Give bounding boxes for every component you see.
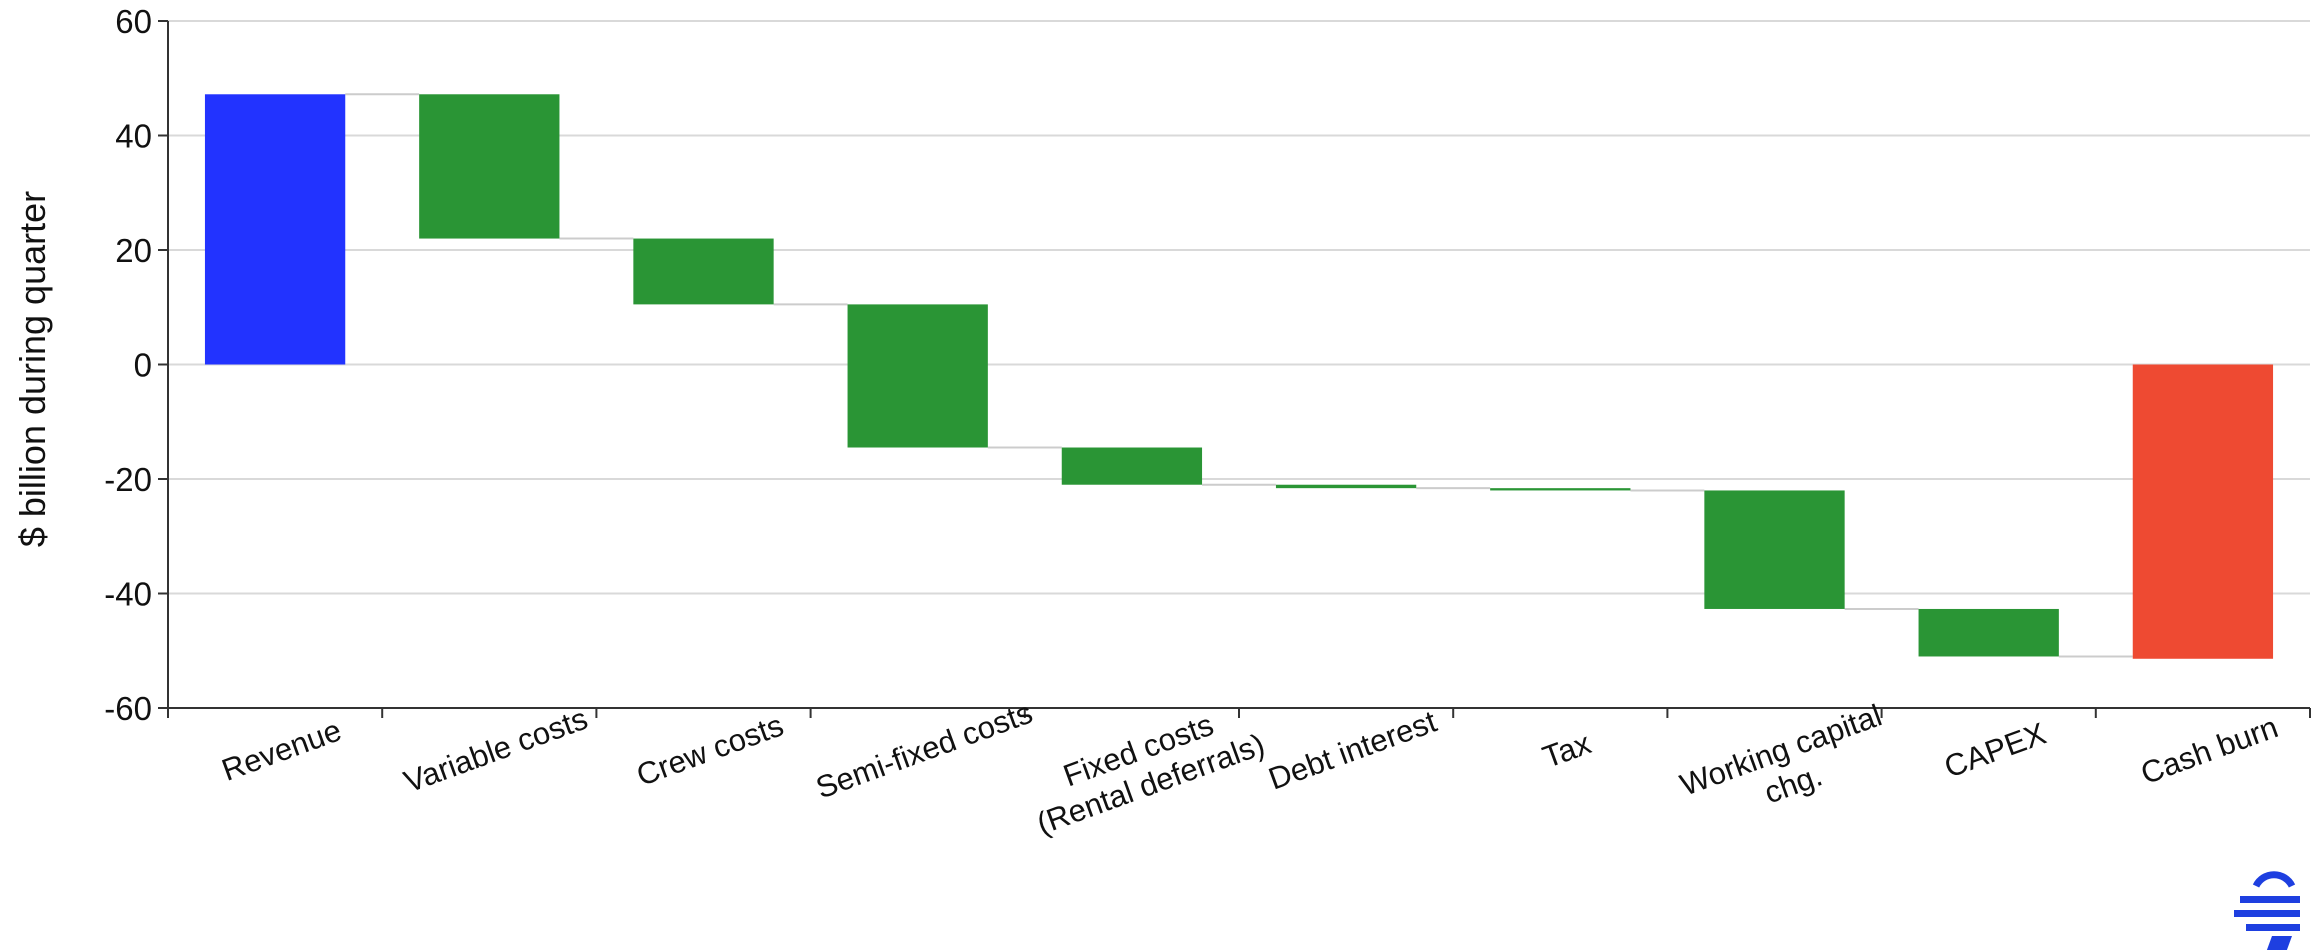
x-category-label: Cash burn	[2136, 709, 2282, 791]
bar	[847, 304, 988, 448]
bar	[419, 94, 560, 239]
y-tick-label: -40	[104, 576, 152, 613]
y-tick-label: 40	[115, 118, 152, 155]
bar	[633, 238, 774, 305]
y-tick-label: -60	[104, 690, 152, 727]
x-category-label: Variable costs	[399, 701, 592, 800]
x-category-label-line: CAPEX	[1940, 716, 2051, 785]
x-category-label-line: Semi-fixed costs	[811, 695, 1037, 806]
x-category-label-line: Crew costs	[632, 707, 788, 792]
x-category-label: Semi-fixed costs	[811, 695, 1037, 806]
y-axis: 60 40 20 0 -20 -40 -60	[104, 3, 169, 727]
x-category-label-line: Variable costs	[399, 701, 592, 800]
bar	[1490, 488, 1631, 491]
bar	[1918, 608, 2059, 657]
y-tick-label: 60	[115, 3, 152, 40]
x-category-label-line: Tax	[1538, 725, 1596, 775]
x-category-label-line: Debt interest	[1264, 704, 1441, 797]
bar	[1704, 490, 1845, 609]
y-tick-label: 20	[115, 232, 152, 269]
x-category-label: Fixed costs(Rental deferrals)	[1020, 693, 1269, 842]
connector-lines	[345, 93, 2133, 658]
airline-logo-icon	[2234, 871, 2300, 950]
y-tick-label: 0	[134, 347, 152, 384]
x-category-label: Debt interest	[1264, 704, 1441, 797]
x-axis: Revenue Variable costs Crew costs Semi-fixe…	[167, 693, 2311, 842]
x-category-label-line: Revenue	[217, 712, 346, 787]
y-axis-title: $ billion during quarter	[12, 191, 53, 547]
bars	[204, 94, 2274, 659]
x-category-label: Working capitalchg.	[1676, 698, 1899, 837]
y-tick-label: -20	[104, 461, 152, 498]
x-category-label-line: Cash burn	[2136, 709, 2282, 791]
bar	[1061, 447, 1203, 485]
x-category-label: Tax	[1538, 725, 1596, 775]
x-category-label: CAPEX	[1940, 716, 2051, 785]
x-category-label: Revenue	[217, 712, 346, 787]
bar	[2132, 364, 2274, 659]
bar	[1275, 484, 1417, 489]
x-category-label: Crew costs	[632, 707, 788, 792]
bar	[204, 94, 346, 365]
